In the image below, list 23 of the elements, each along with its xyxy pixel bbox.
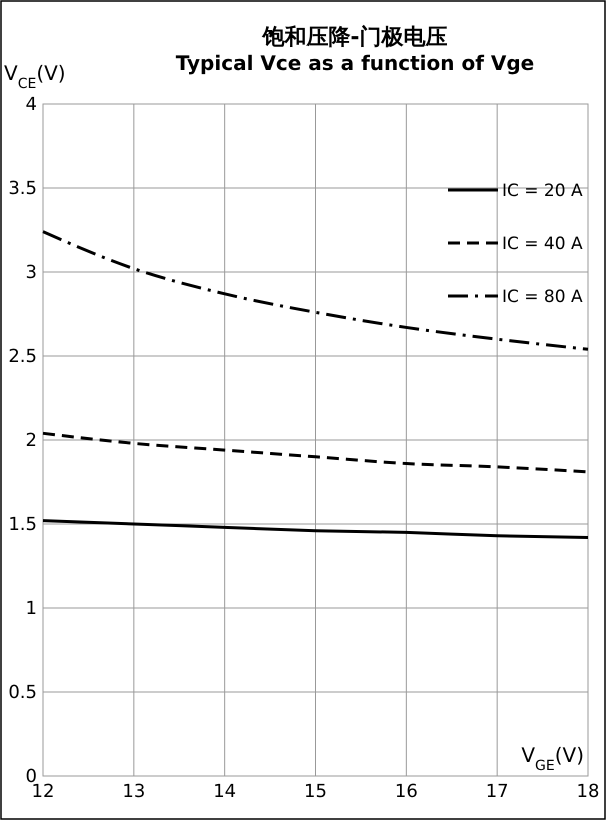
x-tick-label: 18 — [576, 780, 600, 802]
y-tick-label: 3.5 — [8, 178, 37, 199]
x-tick-label: 15 — [304, 780, 327, 802]
legend-label: IC = 20 A — [502, 181, 583, 201]
y-tick-label: 4 — [26, 94, 37, 115]
legend-label: IC = 40 A — [502, 234, 583, 254]
y-tick-label: 2 — [26, 430, 37, 451]
line-series — [42, 519, 590, 539]
y-tick-label: 3 — [26, 262, 37, 283]
y-tick-label: 2.5 — [8, 346, 37, 367]
x-tick-label: 16 — [394, 780, 418, 802]
x-axis-title: V$_{GE}$(V) — [521, 743, 584, 774]
y-tick-label: 0.5 — [8, 682, 37, 703]
x-tick-label: 14 — [213, 780, 236, 802]
x-tick-label: 17 — [486, 780, 509, 802]
chart-subtitle: Typical Vce as a function of Vge — [176, 51, 534, 75]
x-tick-label: 13 — [122, 780, 146, 802]
chart-title: 饱和压降-门极电压 — [261, 24, 448, 50]
line-series — [42, 230, 590, 351]
y-tick-label: 1 — [26, 598, 37, 619]
legend-label: IC = 80 A — [502, 287, 583, 307]
y-tick-label: 1.5 — [8, 514, 37, 535]
y-axis-title: V$_{CE}$(V) — [4, 61, 66, 92]
